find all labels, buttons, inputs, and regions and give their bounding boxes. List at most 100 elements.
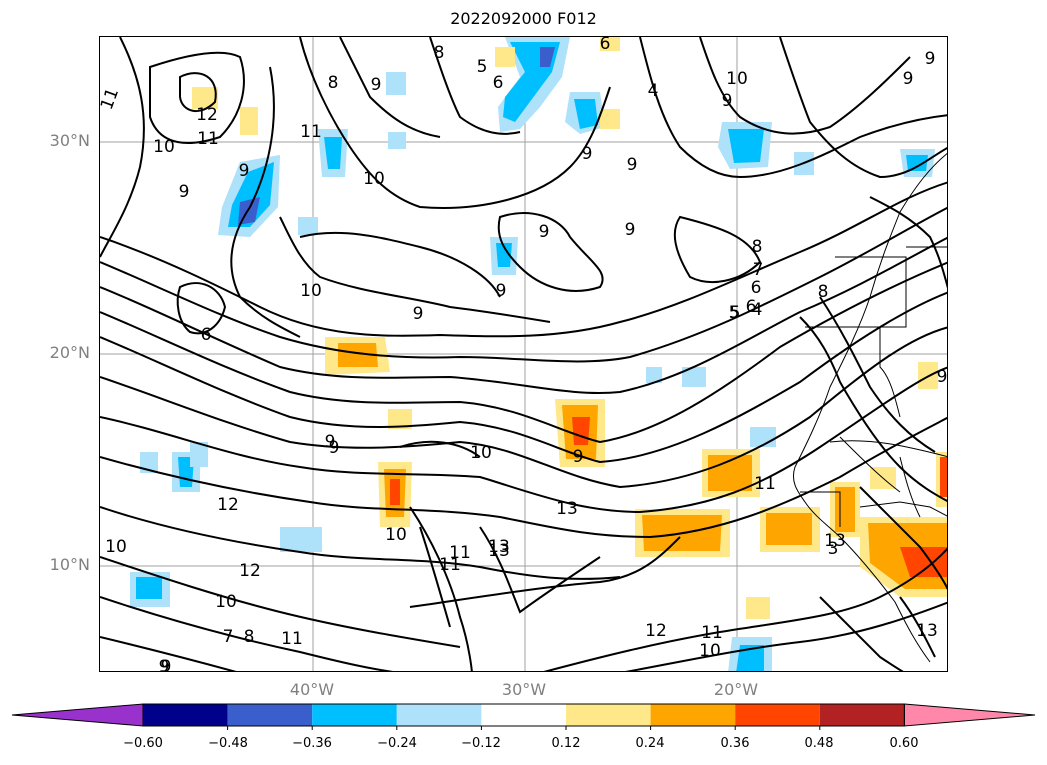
contour-label: 9 bbox=[627, 155, 638, 175]
contour-label: 5 bbox=[729, 303, 740, 323]
contour-label: 8 bbox=[244, 627, 255, 647]
contour-label: 12 bbox=[196, 105, 218, 125]
map-title: 2022092000 F012 bbox=[450, 9, 597, 28]
colorbar-tick: 0.24 bbox=[635, 736, 665, 751]
contour-label: 6 bbox=[746, 297, 757, 317]
contour-label: 10 bbox=[726, 69, 748, 89]
contour-label: 9 bbox=[573, 447, 584, 467]
contour-label: 9 bbox=[903, 69, 914, 89]
contour-label: 11 bbox=[300, 122, 322, 142]
contour-label: 6 bbox=[751, 278, 762, 298]
contour-label: 9 bbox=[496, 281, 507, 301]
colorbar-segment bbox=[481, 704, 566, 726]
contour-label: 11 bbox=[281, 629, 303, 649]
contour-label: 8 bbox=[328, 73, 339, 93]
contour-label: 7 bbox=[223, 627, 234, 647]
contour-label: 13 bbox=[488, 541, 510, 561]
map-panel: 11 12 10 11 9 8 9 8 5 6 4 10 9 9 11 10 9… bbox=[99, 36, 948, 672]
colorbar-segment bbox=[735, 704, 820, 726]
contour-label: 9 bbox=[937, 367, 948, 387]
colorbar-segments bbox=[11, 703, 1036, 730]
contour-label: 9 bbox=[239, 161, 250, 181]
colorbar-outline bbox=[142, 703, 905, 727]
contour-label: 11 bbox=[197, 129, 219, 149]
colorbar-tick: −0.36 bbox=[292, 736, 332, 751]
contour-label: 9 bbox=[582, 144, 593, 164]
colorbar-segment bbox=[819, 704, 905, 726]
contour-label: 9 bbox=[179, 182, 190, 202]
contour-label: 9 bbox=[413, 304, 424, 324]
graticule bbox=[100, 37, 947, 671]
contour-label: 10 bbox=[363, 169, 385, 189]
colorbar-segment bbox=[312, 704, 397, 726]
contour-label: 9 bbox=[325, 432, 336, 452]
contour-label: 8 bbox=[818, 282, 829, 302]
contour-label-group: 11 12 10 11 9 8 9 8 5 6 4 10 9 9 11 10 9… bbox=[100, 37, 948, 672]
colorbar-segment bbox=[143, 704, 228, 726]
colorbar-tick: 0.12 bbox=[551, 736, 581, 751]
contour-lines bbox=[100, 37, 947, 671]
contour-label: 10 bbox=[300, 281, 322, 301]
contour-label: 11 bbox=[701, 623, 723, 643]
contour-label: 10 bbox=[385, 525, 407, 545]
colorbar-tick: 0.36 bbox=[720, 736, 750, 751]
contour-label: 10 bbox=[470, 443, 492, 463]
contour-label: 3 bbox=[828, 539, 839, 559]
colorbar-extend-max bbox=[903, 703, 1036, 727]
contour-label: 12 bbox=[217, 495, 239, 515]
contour-label: 6 bbox=[201, 325, 212, 345]
shaded-fields bbox=[130, 37, 947, 671]
contour-label: 7 bbox=[753, 260, 764, 280]
colorbar-extend-min bbox=[11, 703, 144, 727]
contour-label: 9 bbox=[625, 220, 636, 240]
contour-label: 10 bbox=[699, 641, 721, 661]
contour-label: 8 bbox=[434, 43, 445, 63]
contour-label: 9 bbox=[925, 49, 936, 69]
lon-label-30w: 30°W bbox=[501, 680, 547, 699]
colorbar-segment bbox=[227, 704, 313, 726]
contour-label: 12 bbox=[239, 561, 261, 581]
contour-label: 9 bbox=[329, 438, 340, 458]
contour-label: 9 bbox=[161, 657, 172, 672]
coastlines bbox=[792, 153, 947, 663]
lat-label-30n: 30°N bbox=[49, 131, 90, 150]
contour-label: 12 bbox=[645, 621, 667, 641]
contour-label: 13 bbox=[488, 537, 510, 557]
contour-label: 4 bbox=[648, 81, 659, 101]
colorbar-segment bbox=[396, 704, 482, 726]
contour-label: 10 bbox=[215, 592, 237, 612]
contour-label: 11 bbox=[100, 85, 123, 112]
map-canvas: 11 12 10 11 9 8 9 8 5 6 4 10 9 9 11 10 9… bbox=[100, 37, 948, 672]
contour-label: 11 bbox=[439, 555, 461, 575]
contour-label: 9 bbox=[159, 657, 170, 672]
lon-label-20w: 20°W bbox=[713, 680, 759, 699]
contour-label: 9 bbox=[722, 91, 733, 111]
colorbar bbox=[11, 703, 1036, 730]
contour-label: 11 bbox=[754, 474, 776, 494]
contour-label: 10 bbox=[153, 137, 175, 157]
colorbar-tick: −0.60 bbox=[123, 736, 163, 751]
contour-label: 11 bbox=[449, 543, 471, 563]
contour-label: 10 bbox=[105, 537, 127, 557]
lon-label-40w: 40°W bbox=[289, 680, 335, 699]
contour-label: 9 bbox=[371, 75, 382, 95]
contour-label: 9 bbox=[539, 222, 550, 242]
colorbar-tick: −0.24 bbox=[377, 736, 417, 751]
colorbar-tick: 0.48 bbox=[804, 736, 834, 751]
colorbar-segment bbox=[566, 704, 651, 726]
contour-label: 4 bbox=[752, 300, 763, 320]
colorbar-tick: −0.12 bbox=[461, 736, 501, 751]
contour-label: 13 bbox=[556, 499, 578, 519]
contour-label: 6 bbox=[600, 37, 611, 54]
contour-label: 5 bbox=[477, 57, 488, 77]
contour-label: 6 bbox=[493, 73, 504, 93]
lat-label-10n: 10°N bbox=[49, 555, 90, 574]
contour-label: 5 bbox=[730, 303, 741, 323]
colorbar-tick: 0.60 bbox=[889, 736, 919, 751]
colorbar-tick: −0.48 bbox=[208, 736, 248, 751]
contour-label: 8 bbox=[752, 237, 763, 257]
contour-label: 13 bbox=[824, 531, 846, 551]
colorbar-segment bbox=[650, 704, 736, 726]
contour-label: 13 bbox=[916, 621, 938, 641]
lat-label-20n: 20°N bbox=[49, 343, 90, 362]
